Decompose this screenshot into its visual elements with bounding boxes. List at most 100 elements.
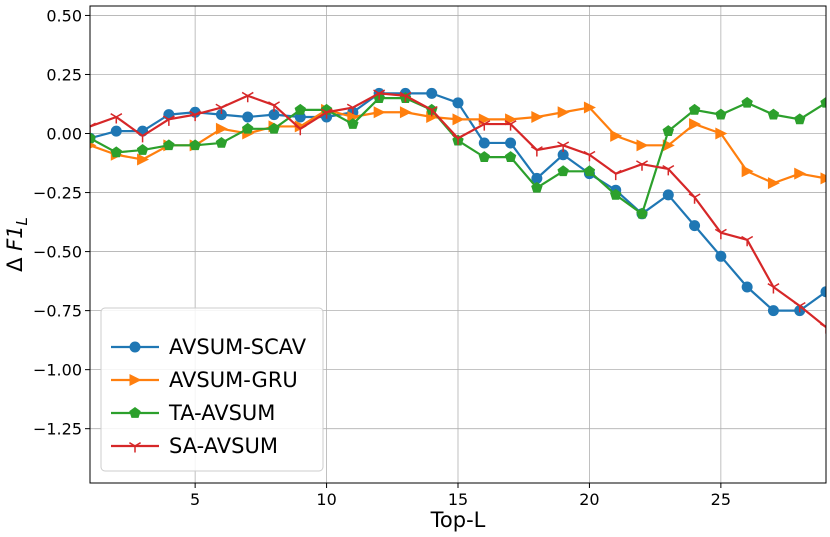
legend: AVSUM-SCAV AVSUM-GRU TA-AVSUM SA-AVSUM xyxy=(100,307,324,472)
data-point xyxy=(136,131,149,143)
data-point xyxy=(530,146,543,157)
y-tick-label: 0.50 xyxy=(46,6,82,25)
data-point xyxy=(715,127,728,140)
data-point xyxy=(504,120,517,131)
data-point xyxy=(820,286,826,298)
legend-label: SA-AVSUM xyxy=(169,434,278,458)
data-point xyxy=(689,118,702,131)
data-point xyxy=(268,109,280,121)
data-point xyxy=(531,110,544,123)
data-point xyxy=(268,101,280,112)
y-tick-label: 0.00 xyxy=(46,125,82,144)
data-point xyxy=(90,142,97,149)
data-point xyxy=(294,124,307,136)
data-point xyxy=(478,137,490,149)
data-point xyxy=(689,220,701,232)
data-point xyxy=(241,91,254,103)
legend-marker xyxy=(129,341,141,353)
data-point xyxy=(136,144,149,155)
data-point xyxy=(557,141,570,152)
data-point xyxy=(478,120,491,131)
data-point xyxy=(610,129,623,142)
y-tick-label: 0.25 xyxy=(46,65,82,84)
x-axis-title: Top-L xyxy=(430,508,486,532)
data-point xyxy=(794,113,806,125)
x-tick-label: 15 xyxy=(448,490,468,509)
x-tick-label: 5 xyxy=(190,490,200,509)
data-point xyxy=(741,165,754,178)
legend-marker xyxy=(129,442,141,453)
data-point xyxy=(609,169,622,181)
data-point xyxy=(137,153,150,166)
data-point xyxy=(426,87,438,99)
data-point xyxy=(189,139,201,151)
data-point xyxy=(741,235,754,247)
series-sa-avsum xyxy=(90,89,826,334)
data-point xyxy=(163,139,175,151)
data-point xyxy=(531,181,543,193)
y-axis-title: Δ F1L xyxy=(3,217,31,272)
data-point xyxy=(662,125,674,137)
data-point xyxy=(767,108,780,120)
data-point xyxy=(162,115,175,126)
data-point xyxy=(452,113,465,126)
legend-box xyxy=(100,307,324,472)
data-point xyxy=(320,108,333,119)
data-point xyxy=(268,122,280,134)
data-point xyxy=(794,167,807,180)
data-point xyxy=(557,149,569,161)
legend-marker xyxy=(129,407,141,418)
data-point xyxy=(452,134,464,145)
data-point xyxy=(688,103,701,115)
legend-label: AVSUM-GRU xyxy=(169,368,298,392)
y-tick-label: −0.25 xyxy=(33,184,82,203)
data-point xyxy=(242,122,254,134)
data-point xyxy=(662,164,675,176)
legend-item: AVSUM-SCAV xyxy=(111,335,307,359)
data-point xyxy=(425,105,438,117)
data-point xyxy=(820,323,826,334)
y-tick-label: −1.00 xyxy=(33,361,82,380)
data-point xyxy=(242,111,254,123)
data-point xyxy=(741,96,753,108)
data-point xyxy=(346,103,359,115)
legend-label: AVSUM-SCAV xyxy=(169,335,307,359)
data-point xyxy=(478,151,490,162)
data-point xyxy=(215,103,228,115)
data-point xyxy=(741,281,753,293)
data-point xyxy=(583,101,596,114)
data-point xyxy=(767,305,779,317)
data-point xyxy=(636,139,649,152)
x-tick-label: 20 xyxy=(579,490,599,509)
data-point xyxy=(531,172,543,184)
data-point xyxy=(636,207,648,219)
series-avsum-scav xyxy=(90,87,826,317)
data-point xyxy=(294,120,307,133)
data-point xyxy=(767,283,780,294)
y-tick-label: −1.25 xyxy=(33,420,82,439)
data-point xyxy=(294,103,306,115)
y-tick-label: −0.50 xyxy=(33,243,82,262)
legend-marker xyxy=(129,374,142,386)
data-point xyxy=(557,165,569,177)
data-point xyxy=(636,160,648,171)
data-point xyxy=(399,91,412,103)
data-point xyxy=(662,189,674,201)
data-point xyxy=(504,151,517,162)
data-point xyxy=(90,122,96,133)
legend-item: SA-AVSUM xyxy=(111,434,278,458)
data-point xyxy=(90,132,96,144)
data-point xyxy=(557,106,570,119)
data-point xyxy=(820,172,826,185)
data-point xyxy=(110,125,122,137)
legend-item: TA-AVSUM xyxy=(111,401,275,425)
data-point xyxy=(373,106,386,119)
data-point xyxy=(399,106,412,119)
data-point xyxy=(189,110,202,122)
data-point xyxy=(714,228,727,240)
data-point xyxy=(215,122,228,135)
data-point xyxy=(215,136,228,148)
data-point xyxy=(610,188,622,200)
data-point xyxy=(688,193,701,204)
data-point xyxy=(110,113,123,124)
